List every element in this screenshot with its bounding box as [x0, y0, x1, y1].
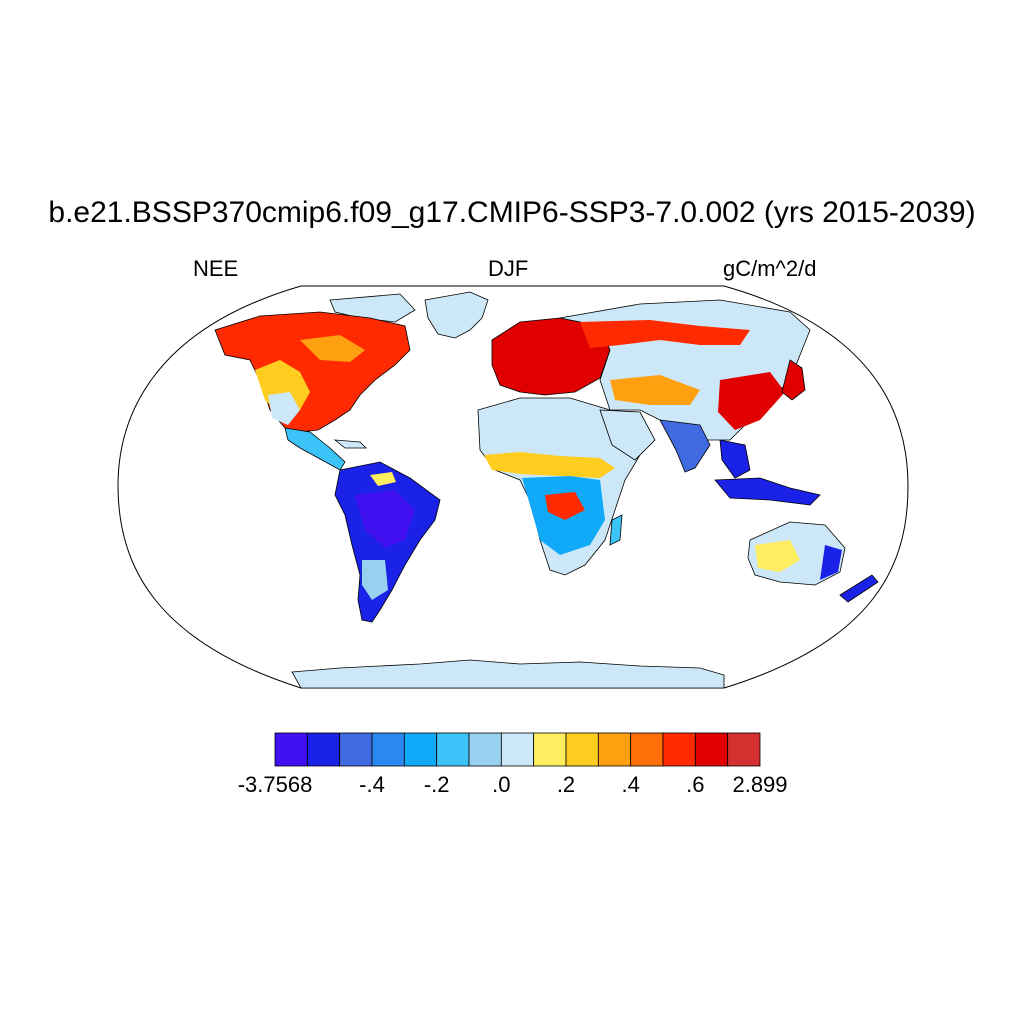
- africa-sahel: [484, 452, 615, 478]
- greenland: [424, 291, 489, 339]
- new-zealand: [839, 574, 879, 603]
- sa-yellow: [370, 472, 396, 486]
- asia-east-red: [718, 372, 785, 430]
- europe: [491, 317, 611, 396]
- colorbar-tick-label: .4: [621, 772, 640, 797]
- southeast-asia: [719, 439, 751, 479]
- colorbar-tick-label: .0: [492, 772, 511, 797]
- units-label: gC/m^2/d: [723, 256, 817, 281]
- colorbar-box: [565, 732, 599, 767]
- na-lightblue: [268, 392, 300, 425]
- colorbar-box: [662, 732, 696, 767]
- colorbar-boxes: [274, 732, 761, 767]
- aus-yellow: [755, 540, 800, 572]
- arctic-islands: [329, 293, 416, 323]
- colorbar-box: [533, 732, 567, 767]
- colorbar-box: [468, 732, 502, 767]
- africa-red: [545, 492, 585, 520]
- na-yellow: [255, 360, 310, 415]
- na-orange: [300, 335, 365, 362]
- plot-title: b.e21.BSSP370cmip6.f09_g17.CMIP6-SSP3-7.…: [48, 196, 976, 229]
- aus-east-blue: [820, 545, 842, 580]
- colorbar-box: [403, 732, 438, 767]
- colorbar-box: [339, 732, 373, 767]
- colorbar-tick-label: -.2: [423, 772, 450, 797]
- colorbar-box: [727, 732, 761, 767]
- variable-label: NEE: [193, 256, 239, 281]
- colorbar-box: [306, 732, 341, 767]
- madagascar: [609, 514, 623, 546]
- season-label: DJF: [488, 256, 529, 281]
- colorbar-box: [274, 732, 308, 767]
- asia-north-red: [580, 320, 750, 348]
- colorbar-box: [371, 732, 405, 767]
- colorbar-box: [597, 732, 632, 767]
- colorbar-tick-label: -.4: [359, 772, 385, 797]
- sa-lightblue: [362, 560, 388, 600]
- indonesia: [714, 477, 821, 506]
- colorbar-tick-label: -3.7568: [237, 772, 313, 797]
- colorbar-tick-label: .2: [556, 772, 576, 797]
- arabia: [599, 409, 656, 461]
- japan: [781, 359, 806, 401]
- asia-central-orange: [610, 375, 700, 405]
- colorbar-tick-label: .6: [686, 772, 705, 797]
- caribbean: [333, 439, 367, 449]
- sa-indigo: [355, 490, 415, 548]
- land-layer: [214, 291, 879, 689]
- india: [659, 419, 711, 473]
- colorbar-box: [630, 732, 664, 767]
- colorbar-box: [500, 732, 535, 767]
- colorbar-box: [436, 732, 470, 767]
- antarctica: [291, 659, 725, 689]
- colorbar-box: [694, 732, 729, 767]
- colorbar-tick-label: 2.899: [732, 772, 788, 797]
